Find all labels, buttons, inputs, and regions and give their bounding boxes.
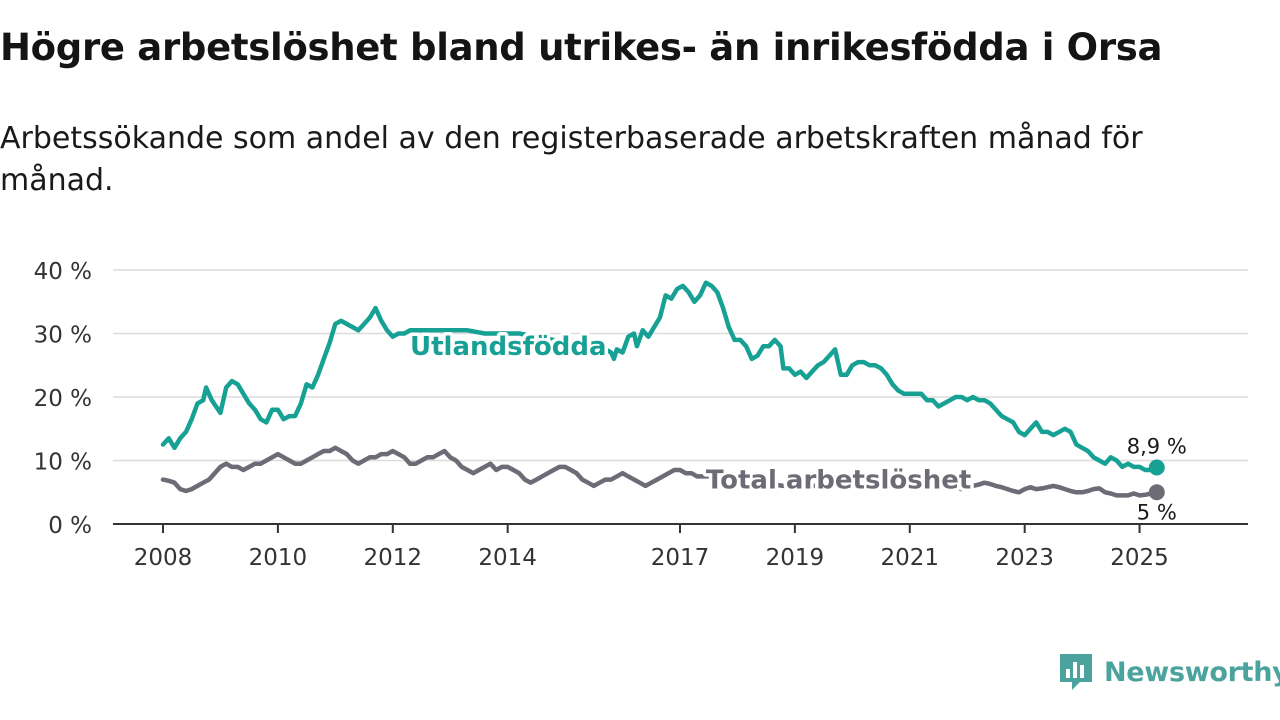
end-marker-total-arbetsloshet — [1148, 484, 1165, 501]
x-tick-label: 2023 — [995, 545, 1054, 571]
y-tick-label: 30 % — [34, 323, 92, 349]
x-tick-label: 2021 — [881, 545, 940, 571]
brand-name: Newsworthy — [1104, 656, 1280, 688]
x-tick-label: 2017 — [651, 545, 710, 571]
x-tick-label: 2010 — [249, 545, 308, 571]
series-label-total-arbetsloshet: Total arbetslöshet — [706, 466, 971, 496]
x-tick-label: 2012 — [364, 545, 423, 571]
x-tick-label: 2014 — [478, 545, 537, 571]
end-marker-utlandsfodda — [1148, 459, 1165, 476]
series-line-utlandsfodda — [160, 280, 1160, 473]
series-label-utlandsfodda: Utlandsfödda — [410, 332, 607, 362]
series-line-total-arbetsloshet — [160, 445, 1160, 498]
x-tick-label: 2008 — [134, 545, 193, 571]
y-tick-label: 20 % — [34, 386, 92, 412]
newsworthy-brand[interactable]: Newsworthy — [1058, 652, 1280, 692]
x-tick-label: 2025 — [1110, 545, 1169, 571]
y-tick-label: 10 % — [34, 450, 92, 476]
chart-subtitle: Arbetssökande som andel av den registerb… — [0, 121, 1143, 198]
y-tick-label: 40 % — [34, 259, 92, 285]
end-value-label-total-arbetsloshet: 5 % — [1137, 500, 1177, 524]
newsworthy-logo-icon — [1060, 654, 1092, 690]
x-tick-label: 2019 — [766, 545, 825, 571]
end-value-label-utlandsfodda: 8,9 % — [1127, 434, 1187, 458]
y-tick-label: 0 % — [48, 513, 92, 539]
chart-title: Högre arbetslöshet bland utrikes- än inr… — [0, 26, 1163, 69]
